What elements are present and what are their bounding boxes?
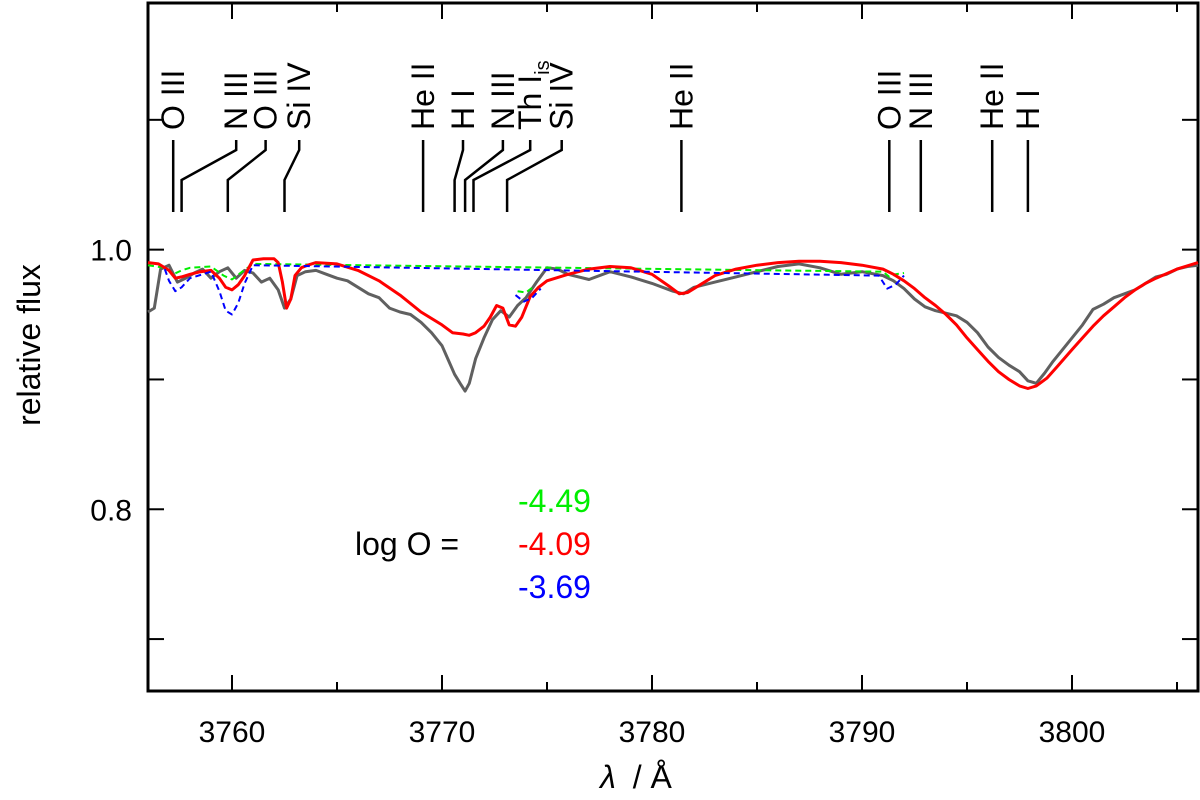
line-id-label-7: Th Iis — [512, 60, 554, 130]
y-tick-label: 0.8 — [90, 494, 132, 527]
line-id-label-1: N III — [218, 71, 254, 130]
line-id-marker-2 — [226, 140, 267, 212]
series-line-1 — [147, 262, 905, 294]
x-axis-unit: / Å — [633, 759, 673, 795]
line-id-label-9: He II — [663, 62, 699, 130]
line-id-label-12: He II — [974, 62, 1010, 130]
line-id-marker-5 — [453, 140, 465, 212]
abundance-legend: log O = -4.49 -4.09 -3.69 — [355, 483, 591, 605]
line-id-label-10: O III — [871, 70, 907, 130]
series-line-0 — [147, 262, 1199, 393]
y-tick-label: 1.0 — [90, 235, 132, 268]
line-id-marker-7 — [472, 140, 532, 212]
legend-value-low: -4.49 — [518, 483, 591, 519]
y-axis-title: relative flux — [11, 264, 47, 426]
x-tick-label: 3800 — [1039, 716, 1106, 749]
legend-prefix: log O = — [355, 526, 459, 562]
x-axis-symbol: λ — [598, 759, 616, 795]
line-id-label-0: O III — [155, 70, 191, 130]
line-id-marker-6 — [463, 140, 505, 212]
line-id-label-13: H I — [1010, 89, 1046, 130]
line-id-marker-3 — [283, 140, 301, 212]
ticks-layer: 3760 3770 3780 3790 3800 0.8 1.0 — [90, 3, 1198, 749]
line-id-label-4: He II — [405, 62, 441, 130]
legend-value-high: -3.69 — [518, 569, 591, 605]
x-tick-label: 3780 — [619, 716, 686, 749]
line-id-label-5: H I — [445, 89, 481, 130]
line-id-label-6: N III — [485, 71, 521, 130]
line-id-marker-1 — [180, 140, 238, 212]
x-tick-label: 3760 — [199, 716, 266, 749]
line-id-marker-8 — [505, 140, 563, 212]
x-axis-title: λ / Å — [598, 759, 672, 795]
line-id-label-8: Si IV — [544, 62, 580, 130]
series-line-3 — [163, 264, 905, 316]
line-id-label-2: O III — [248, 70, 284, 130]
legend-value-mid: -4.09 — [518, 526, 591, 562]
line-id-label-11: N III — [903, 71, 939, 130]
plot-frame — [146, 1, 1200, 693]
x-tick-label: 3770 — [409, 716, 476, 749]
series-layer — [147, 257, 1199, 393]
series-line-2 — [147, 257, 1199, 390]
line-id-label-3: Si IV — [281, 62, 317, 130]
x-tick-label: 3790 — [829, 716, 896, 749]
